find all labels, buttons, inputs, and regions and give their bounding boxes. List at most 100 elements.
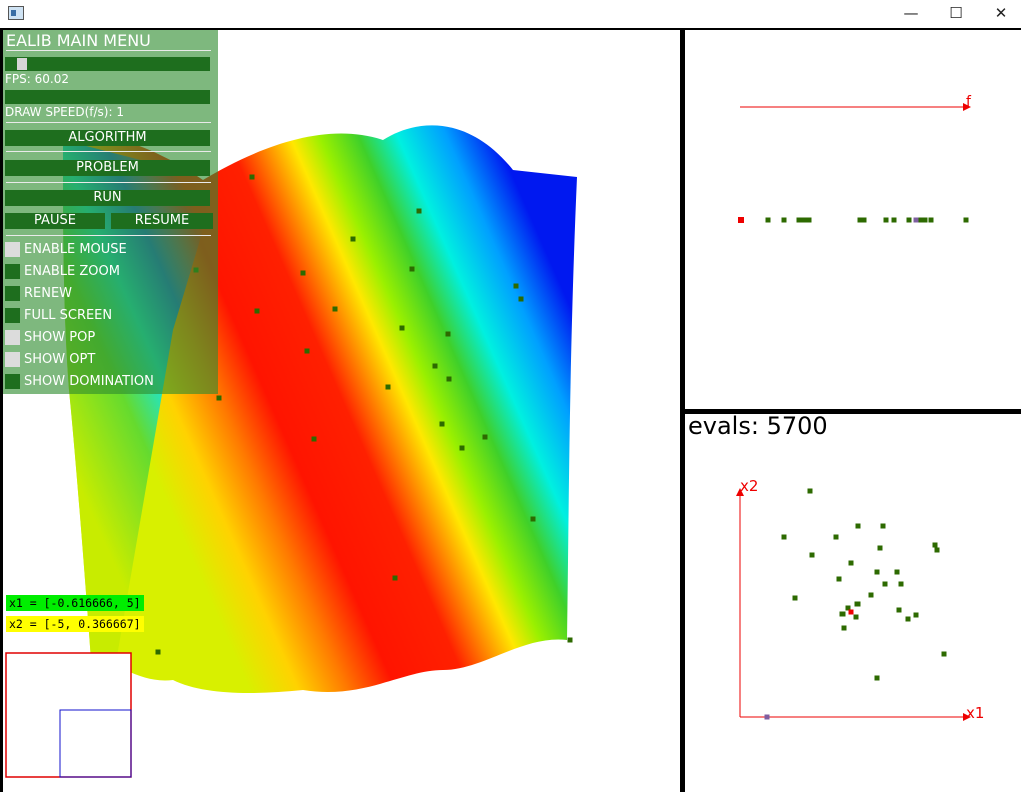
population-marker (432, 363, 438, 369)
population-marker (796, 217, 802, 223)
population-marker (877, 545, 883, 551)
best-solution-marker (738, 217, 744, 223)
x1-axis-arrow (963, 713, 971, 721)
population-marker (459, 445, 465, 451)
population-marker (399, 325, 405, 331)
population-marker (882, 581, 888, 587)
menu-divider (6, 151, 211, 152)
pause-button[interactable]: PAUSE (5, 213, 105, 229)
fps-slider-knob[interactable] (16, 58, 27, 70)
population-marker (928, 217, 934, 223)
menu-divider (6, 182, 211, 183)
option-checkbox[interactable] (5, 286, 20, 301)
population-marker (445, 331, 451, 337)
population-marker (765, 217, 771, 223)
menu-divider (6, 50, 211, 51)
x1-axis-label: x1 (966, 704, 984, 722)
option-label: SHOW OPT (24, 352, 96, 367)
minimize-button[interactable]: — (903, 4, 919, 22)
population-marker (883, 217, 889, 223)
option-checkbox[interactable] (5, 374, 20, 389)
population-marker (839, 611, 845, 617)
maximize-button[interactable]: ☐ (949, 4, 963, 22)
window-titlebar: — ☐ ✕ (0, 0, 1021, 29)
x2-axis-label: x2 (740, 477, 758, 495)
option-checkbox[interactable] (5, 308, 20, 323)
option-label: ENABLE MOUSE (24, 242, 127, 257)
draw-speed-slider[interactable] (5, 90, 210, 104)
population-marker (792, 595, 798, 601)
population-marker (385, 384, 391, 390)
x2-axis-arrow (736, 488, 744, 496)
population-marker (254, 308, 260, 314)
x2-range-label: x2 = [-5, 0.366667] (6, 616, 144, 632)
splitter-horizontal (680, 409, 1021, 414)
population-marker (409, 266, 415, 272)
f-axis-arrow (963, 103, 971, 111)
population-marker (894, 569, 900, 575)
menu-divider (6, 235, 211, 236)
population-marker (807, 488, 813, 494)
population-marker (880, 523, 886, 529)
population-marker (781, 534, 787, 540)
algorithm-button[interactable]: ALGORITHM (5, 130, 210, 146)
selected-solution-marker (764, 714, 770, 720)
population-marker (809, 552, 815, 558)
population-marker (439, 421, 445, 427)
run-button[interactable]: RUN (5, 190, 210, 206)
option-label: SHOW DOMINATION (24, 374, 154, 389)
population-marker (922, 217, 928, 223)
surface-3d-view[interactable] (3, 30, 680, 792)
population-marker (861, 217, 867, 223)
population-marker (482, 434, 488, 440)
optimum-marker (848, 609, 854, 615)
resume-button[interactable]: RESUME (111, 213, 213, 229)
option-checkbox[interactable] (5, 242, 20, 257)
option-checkbox[interactable] (5, 264, 20, 279)
population-marker (841, 625, 847, 631)
option-label: ENABLE ZOOM (24, 264, 120, 279)
decision-space-view: x1 x2 (736, 477, 984, 722)
minimap-viewport (59, 709, 132, 778)
population-marker (781, 217, 787, 223)
population-marker (963, 217, 969, 223)
population-marker (304, 348, 310, 354)
population-marker (932, 542, 938, 548)
population-marker (874, 569, 880, 575)
f-axis-label: f (966, 94, 972, 110)
population-marker (350, 236, 356, 242)
population-marker (891, 217, 897, 223)
population-marker (845, 605, 851, 611)
population-marker (905, 616, 911, 622)
population-marker (567, 637, 573, 643)
population-marker (518, 296, 524, 302)
fps-label: FPS: 60.02 (5, 72, 69, 86)
population-marker (913, 612, 919, 618)
app-icon (8, 6, 24, 20)
population-marker (392, 575, 398, 581)
population-marker (941, 651, 947, 657)
close-button[interactable]: ✕ (994, 4, 1008, 22)
population-marker (896, 607, 902, 613)
population-marker (530, 516, 536, 522)
main-menu: EALIB MAIN MENU FPS: 60.02 DRAW SPEED(f/… (3, 30, 218, 394)
population-marker (857, 217, 863, 223)
population-marker (513, 283, 519, 289)
problem-button[interactable]: PROBLEM (5, 160, 210, 176)
population-marker (300, 270, 306, 276)
fps-slider[interactable] (5, 57, 210, 71)
population-marker (311, 436, 317, 442)
population-marker (802, 217, 808, 223)
option-checkbox[interactable] (5, 352, 20, 367)
menu-divider (6, 122, 211, 123)
population-marker (155, 649, 161, 655)
population-marker (806, 217, 812, 223)
draw-speed-label: DRAW SPEED(f/s): 1 (5, 105, 124, 119)
objective-space-view: f (738, 94, 972, 223)
population-marker (855, 601, 861, 607)
x1-range-label: x1 = [-0.616666, 5] (6, 595, 144, 611)
option-checkbox[interactable] (5, 330, 20, 345)
population-marker (898, 581, 904, 587)
evaluations-counter: evals: 5700 (688, 412, 828, 440)
population-marker (332, 306, 338, 312)
